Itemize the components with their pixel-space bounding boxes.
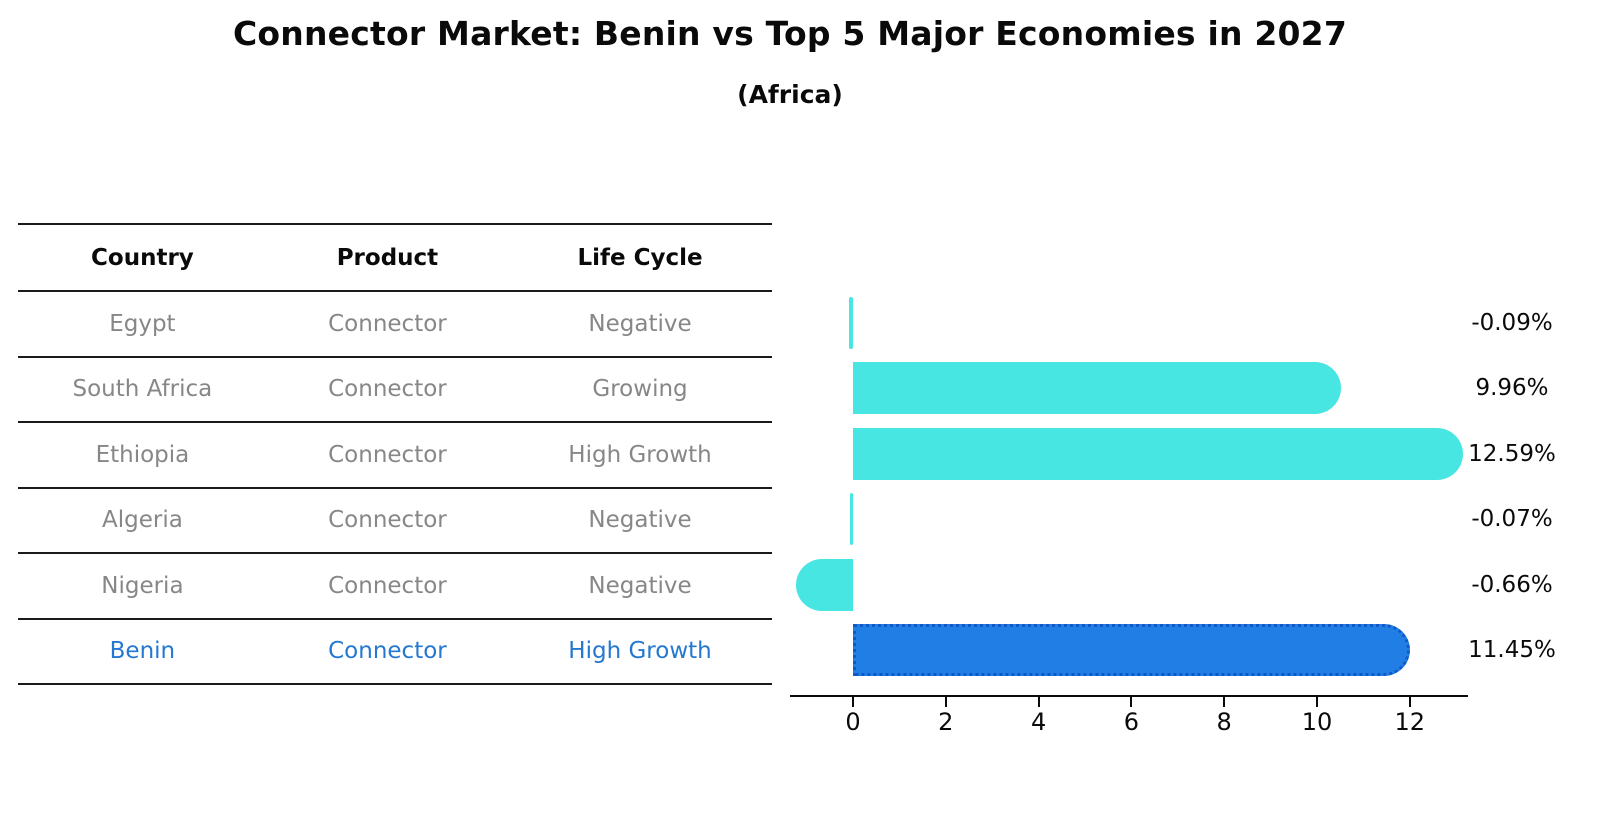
cell-lifecycle: Negative	[588, 310, 692, 337]
value-label-nigeria: -0.66%	[1471, 571, 1553, 598]
header-cell-life-cycle: Life Cycle	[577, 244, 703, 271]
x-tick	[944, 697, 947, 707]
cell-product: Connector	[328, 507, 447, 534]
value-label-benin: 11.45%	[1468, 637, 1556, 664]
cell-country: Egypt	[109, 310, 176, 337]
cell-lifecycle: High Growth	[568, 441, 712, 468]
chart-subtitle: (Africa)	[737, 80, 843, 109]
cell-country: South Africa	[72, 376, 213, 403]
x-tick-label: 0	[845, 708, 861, 736]
x-tick	[1316, 697, 1318, 707]
table-header-row: Country Product Life Cycle	[18, 225, 772, 292]
x-tick-label: 10	[1301, 708, 1333, 736]
bar-nigeria	[796, 558, 853, 611]
x-tick-label: 12	[1394, 708, 1426, 736]
x-tick-label: 2	[938, 708, 954, 736]
x-tick	[1130, 697, 1133, 707]
cell-product: Connector	[328, 441, 447, 468]
bar-south-africa	[853, 362, 1342, 415]
bar-algeria	[849, 493, 853, 546]
value-label-ethiopia: 12.59%	[1468, 440, 1556, 467]
x-tick	[1408, 697, 1411, 707]
cell-lifecycle: Growing	[592, 376, 688, 403]
cell-country: Ethiopia	[95, 441, 190, 468]
data-table: Country Product Life Cycle Egypt Connector Ne…	[18, 223, 772, 685]
cell-product: Connector	[328, 572, 447, 599]
table-row-south-africa: South Africa Connector Growing	[18, 358, 772, 423]
cell-product: Connector	[328, 376, 447, 403]
value-label-south-africa: 9.96%	[1475, 375, 1549, 402]
value-label-egypt: -0.09%	[1471, 309, 1553, 336]
header-cell-product: Product	[336, 244, 439, 271]
cell-product: Connector	[328, 310, 447, 337]
value-label-algeria: -0.07%	[1471, 506, 1553, 533]
cell-country: Nigeria	[101, 572, 184, 599]
bar-benin	[853, 624, 1411, 677]
header-cell-country: Country	[91, 244, 194, 271]
bar-egypt	[848, 296, 853, 349]
cell-lifecycle: Negative	[588, 507, 692, 534]
chart-title: Connector Market: Benin vs Top 5 Major E…	[233, 14, 1347, 53]
cell-country: Algeria	[101, 507, 183, 534]
x-tick-label: 4	[1030, 708, 1047, 736]
x-tick-label: 6	[1123, 708, 1140, 736]
table-row-algeria: Algeria Connector Negative	[18, 489, 772, 554]
x-tick-label: 8	[1216, 708, 1232, 736]
table-row-benin: Benin Connector High Growth	[18, 620, 772, 685]
table-row-nigeria: Nigeria Connector Negative	[18, 554, 772, 620]
x-tick	[1223, 697, 1226, 707]
table-row-egypt: Egypt Connector Negative	[18, 292, 772, 358]
table-row-ethiopia: Ethiopia Connector High Growth	[18, 423, 772, 489]
cell-product: Connector	[328, 638, 447, 665]
cell-lifecycle: High Growth	[568, 638, 712, 665]
x-tick	[852, 697, 854, 707]
x-axis-line	[790, 695, 1468, 697]
cell-lifecycle: Negative	[588, 572, 692, 599]
x-tick	[1037, 697, 1040, 707]
cell-country: Benin	[109, 638, 176, 665]
bar-ethiopia	[853, 427, 1464, 480]
